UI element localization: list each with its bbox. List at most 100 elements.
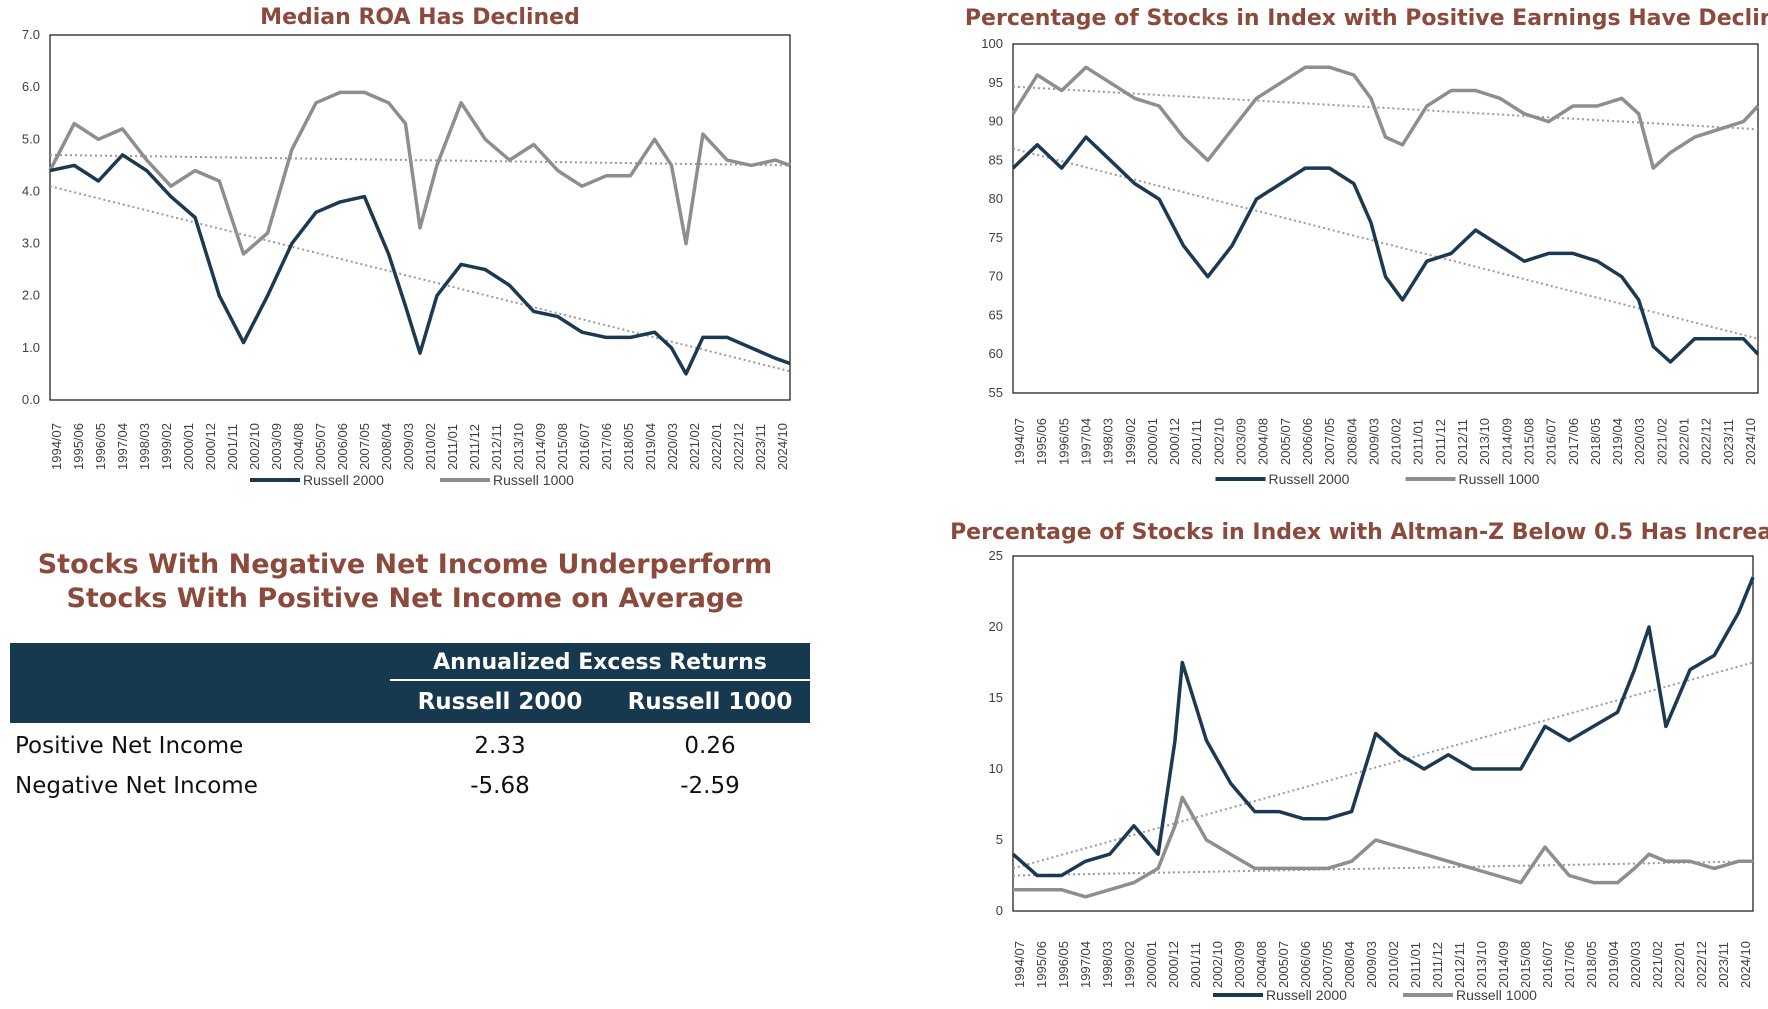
- y-tick-label: 70: [989, 269, 1003, 284]
- x-tick-label: 2002/10: [247, 423, 262, 470]
- x-tick-label: 2018/05: [621, 423, 636, 470]
- x-tick-label: 2014/09: [1496, 941, 1511, 988]
- x-tick-label: 1997/04: [115, 423, 130, 470]
- x-tick-label: 2010/02: [423, 423, 438, 470]
- x-tick-label: 2011/01: [1408, 942, 1423, 988]
- x-tick-label: 2000/12: [1166, 941, 1181, 988]
- x-tick-label: 2011/01: [1411, 419, 1426, 465]
- x-tick-label: 1998/03: [137, 423, 152, 470]
- x-tick-label: 2015/08: [1518, 941, 1533, 988]
- x-tick-label: 2003/09: [269, 423, 284, 470]
- x-tick-label: 2014/09: [533, 423, 548, 470]
- x-tick-label: 2013/10: [1477, 418, 1492, 465]
- x-tick-label: 1998/03: [1100, 941, 1115, 988]
- x-tick-label: 1995/06: [71, 423, 86, 470]
- x-tick-label: 2016/07: [1540, 941, 1555, 988]
- x-tick-label: 2005/07: [1276, 941, 1291, 988]
- x-tick-label: 2004/08: [1256, 418, 1271, 465]
- x-tick-label: 2022/12: [731, 423, 746, 470]
- trend-line: [1012, 147, 1759, 340]
- x-tick-label: 2006/06: [335, 423, 350, 470]
- table-title-line1: Stocks With Negative Net Income Underper…: [37, 549, 773, 580]
- x-tick-label: 2020/03: [1628, 941, 1643, 988]
- x-tick-label: 2007/05: [1320, 941, 1335, 988]
- legend-label: Russell 1000: [1459, 471, 1540, 487]
- x-tick-label: 2004/08: [1254, 941, 1269, 988]
- x-tick-label: 2006/06: [1298, 941, 1313, 988]
- x-tick-label: 2015/08: [555, 423, 570, 470]
- x-tick-label: 2021/02: [1654, 418, 1669, 465]
- x-tick-label: 1997/04: [1078, 941, 1093, 988]
- trend-line: [49, 185, 791, 373]
- plot-area: [49, 34, 791, 401]
- x-tick-label: 2009/03: [401, 423, 416, 470]
- table-header: Annualized Excess Returns Russell 2000 R…: [10, 643, 810, 723]
- x-tick-label: 2011/01: [445, 424, 460, 470]
- x-tick-label: 1999/02: [1122, 941, 1137, 988]
- x-tick-label: 2022/01: [1672, 941, 1687, 988]
- x-tick-label: 2011/12: [1433, 419, 1448, 465]
- trend-line: [49, 153, 791, 167]
- x-tick-label: 2010/02: [1386, 941, 1401, 988]
- y-tick-label: 0: [996, 903, 1003, 918]
- x-tick-label: 1997/04: [1078, 418, 1093, 465]
- x-tick-label: 2021/02: [687, 423, 702, 470]
- y-tick-label: 75: [989, 230, 1003, 245]
- chart-title: Median ROA Has Declined: [260, 5, 580, 30]
- y-tick-label: 7.0: [22, 27, 40, 42]
- x-tick-label: 2012/11: [1455, 419, 1470, 465]
- x-tick-label: 2017/06: [1562, 941, 1577, 988]
- row-value-russell-1000: 0.26: [684, 733, 736, 759]
- x-tick-label: 2002/10: [1210, 941, 1225, 988]
- x-tick-label: 2000/01: [1144, 941, 1159, 988]
- y-tick-label: 15: [989, 690, 1003, 705]
- y-tick-label: 80: [989, 191, 1003, 206]
- x-tick-label: 2004/08: [291, 423, 306, 470]
- y-tick-label: 0.0: [22, 392, 40, 407]
- y-tick-label: 4.0: [22, 183, 40, 198]
- table-col-russell-1000: Russell 1000: [627, 689, 793, 715]
- x-tick-label: 2018/05: [1584, 941, 1599, 988]
- x-tick-label: 1999/02: [159, 423, 174, 470]
- y-tick-label: 95: [989, 75, 1003, 90]
- x-tick-label: 2023/11: [753, 424, 768, 470]
- table-row: Negative Net Income -5.68 -2.59: [10, 766, 810, 806]
- table-title-line2: Stocks With Positive Net Income on Avera…: [66, 583, 744, 614]
- x-tick-label: 2015/08: [1521, 418, 1536, 465]
- x-tick-label: 1994/07: [1012, 941, 1027, 988]
- trend-line: [1012, 860, 1754, 877]
- y-tick-label: 20: [989, 619, 1003, 634]
- roa-chart: Median ROA Has Declined 0.0 1.0 2.0 3.0 4.0 5.…: [22, 5, 791, 488]
- legend-label: Russell 1000: [1456, 987, 1537, 1003]
- y-tick-label: 6.0: [22, 79, 40, 94]
- x-tick-label: 2023/11: [1721, 419, 1736, 465]
- series-line: [49, 153, 791, 376]
- x-tick-label: 2005/07: [313, 423, 328, 470]
- trend-line: [1012, 85, 1759, 131]
- x-tick-label: 2011/12: [1430, 942, 1445, 988]
- y-tick-label: 5.0: [22, 131, 40, 146]
- positive-earnings-chart: Percentage of Stocks in Index with Posit…: [965, 6, 1768, 487]
- y-tick-label: 90: [989, 114, 1003, 129]
- x-tick-label: 2022/01: [709, 423, 724, 470]
- x-tick-label: 2008/04: [379, 423, 394, 470]
- x-tick-label: 2016/07: [577, 423, 592, 470]
- chart-title: Percentage of Stocks in Index with Posit…: [965, 6, 1768, 31]
- x-tick-label: 2023/11: [1716, 942, 1731, 988]
- series-line: [1011, 135, 1760, 364]
- x-tick-label: 2019/04: [1610, 418, 1625, 465]
- y-tick-label: 25: [989, 548, 1003, 563]
- table-group-header: Annualized Excess Returns: [390, 647, 810, 681]
- x-tick-label: 2007/05: [357, 423, 372, 470]
- x-tick-label: 2000/12: [1167, 418, 1182, 465]
- x-tick-label: 2021/02: [1650, 941, 1665, 988]
- x-tick-label: 2012/11: [489, 424, 504, 470]
- x-tick-label: 2003/09: [1234, 418, 1249, 465]
- series-line: [48, 90, 791, 256]
- x-tick-label: 2000/01: [1145, 418, 1160, 465]
- x-tick-label: 2001/11: [1189, 419, 1204, 465]
- x-tick-label: 2017/06: [1566, 418, 1581, 465]
- chart-title: Percentage of Stocks in Index with Altma…: [950, 520, 1768, 545]
- x-tick-label: 1999/02: [1123, 418, 1138, 465]
- x-tick-label: 2001/11: [225, 424, 240, 470]
